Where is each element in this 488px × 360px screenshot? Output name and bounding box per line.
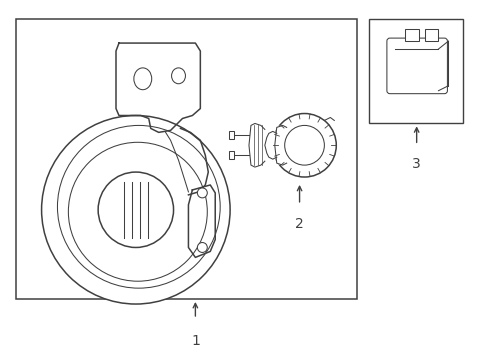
Bar xyxy=(16,19,356,299)
Polygon shape xyxy=(248,123,264,167)
Ellipse shape xyxy=(171,68,185,84)
Text: 3: 3 xyxy=(411,157,420,171)
Circle shape xyxy=(272,113,336,177)
Circle shape xyxy=(197,188,207,198)
FancyBboxPatch shape xyxy=(386,38,447,94)
Circle shape xyxy=(41,116,230,304)
Circle shape xyxy=(284,125,324,165)
Ellipse shape xyxy=(134,68,151,90)
Bar xyxy=(368,19,462,123)
Bar xyxy=(229,151,234,159)
Circle shape xyxy=(98,172,173,247)
Text: 1: 1 xyxy=(190,334,200,348)
Bar xyxy=(404,29,418,41)
Polygon shape xyxy=(188,185,215,257)
Polygon shape xyxy=(274,125,286,165)
Circle shape xyxy=(197,243,207,252)
Bar xyxy=(229,131,234,139)
Polygon shape xyxy=(264,131,276,159)
Text: 2: 2 xyxy=(295,217,304,231)
Polygon shape xyxy=(116,43,200,132)
Bar xyxy=(424,29,438,41)
